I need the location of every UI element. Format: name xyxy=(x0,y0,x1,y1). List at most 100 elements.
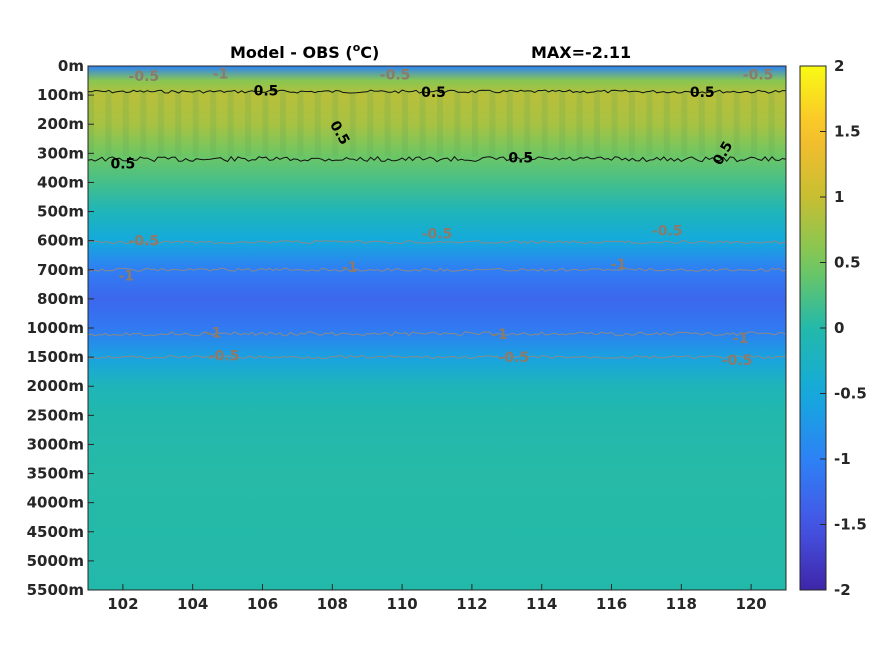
colorbar-tick-label: 2 xyxy=(834,57,844,75)
colorbar-tick-label: 1 xyxy=(834,188,844,206)
x-tick-label: 106 xyxy=(247,595,278,613)
texture-stripe xyxy=(314,92,321,157)
contour-line xyxy=(88,89,786,94)
x-tick-label: 108 xyxy=(317,595,348,613)
texture-stripe xyxy=(175,92,182,157)
max-annotation: MAX=-2.11 xyxy=(531,43,631,62)
texture-stripe xyxy=(279,92,286,157)
texture-stripe xyxy=(297,92,304,157)
texture-stripe xyxy=(698,92,705,157)
contour-line xyxy=(88,240,786,245)
texture-stripe xyxy=(122,92,129,157)
contour-label: -0.5 xyxy=(422,226,453,242)
x-tick-label: 110 xyxy=(386,595,417,613)
colorbar-tick-label: 0 xyxy=(834,319,844,337)
texture-stripe xyxy=(157,92,164,157)
contour-lines xyxy=(88,89,786,360)
contour-label: -1 xyxy=(342,260,358,276)
contour-label: 0.5 xyxy=(254,84,279,100)
contour-labels: 0.5 0.5 0.50.50.5 0.5 0.5-0.5 -1 -0.5 -0.5-0.5-… xyxy=(110,66,773,369)
texture-stripe xyxy=(646,92,653,157)
contour-label: -1 xyxy=(206,325,222,341)
x-tick-label: 104 xyxy=(177,595,208,613)
y-tick-label: 5000m xyxy=(27,552,84,570)
x-tick-label: 112 xyxy=(456,595,487,613)
y-tick-label: 700m xyxy=(37,261,84,279)
texture-stripe xyxy=(541,92,548,157)
texture-stripe xyxy=(733,92,740,157)
contour-label: -1 xyxy=(213,66,229,82)
texture-stripe xyxy=(506,92,513,157)
x-axis-ticks: 102 104 106 108 110 112 114 116 118 120 xyxy=(107,584,767,613)
texture-stripe xyxy=(559,92,566,157)
texture-stripe xyxy=(402,92,409,157)
texture-stripe xyxy=(192,92,199,157)
contour-label: -1 xyxy=(119,269,135,285)
texture-stripe xyxy=(594,92,601,157)
x-tick-label: 102 xyxy=(107,595,138,613)
chart-title: Model - OBS (oC) xyxy=(230,41,379,62)
plot-area: 0.5 0.5 0.50.50.5 0.5 0.5-0.5 -1 -0.5 -0.5-0.5-… xyxy=(88,66,786,590)
contour-label: -1 xyxy=(733,331,749,347)
y-tick-label: 500m xyxy=(37,203,84,221)
x-tick-label: 116 xyxy=(596,595,627,613)
y-tick-label: 800m xyxy=(37,290,84,308)
contour-label: -0.5 xyxy=(209,349,240,365)
texture-stripe xyxy=(471,92,478,157)
colorbar-tick-label: -0.5 xyxy=(834,385,867,403)
texture-stripe xyxy=(349,92,356,157)
texture-stripe xyxy=(663,92,670,157)
texture-stripe xyxy=(716,92,723,157)
y-tick-label: 1500m xyxy=(27,348,84,366)
texture-stripe xyxy=(140,92,147,157)
x-tick-label: 114 xyxy=(526,595,557,613)
texture-stripe xyxy=(332,92,339,157)
colorbar-tick-label: -1 xyxy=(834,450,851,468)
texture-stripe xyxy=(611,92,618,157)
y-tick-label: 2500m xyxy=(27,406,84,424)
y-tick-label: 3000m xyxy=(27,435,84,453)
contour-label: -0.5 xyxy=(722,353,753,369)
colorbar-tick-label: -1.5 xyxy=(834,516,867,534)
contour-label: 0.5 xyxy=(508,151,533,167)
contour-label: 0.5 xyxy=(690,85,715,101)
colorbar-tick-label: 1.5 xyxy=(834,123,861,141)
texture-stripe xyxy=(524,92,531,157)
y-tick-label: 2000m xyxy=(27,377,84,395)
y-tick-label: 4500m xyxy=(27,523,84,541)
y-axis-ticks: 0m 100m 200m 300m 400m 500m 600m 700m 800m 1000m 1… xyxy=(27,57,94,599)
y-tick-label: 0m xyxy=(58,57,84,75)
contour-line xyxy=(88,267,786,272)
y-tick-label: 3500m xyxy=(27,465,84,483)
texture-stripe xyxy=(628,92,635,157)
texture-stripe xyxy=(245,92,252,157)
y-tick-label: 300m xyxy=(37,144,84,162)
y-tick-label: 400m xyxy=(37,173,84,191)
contour-label: -0.5 xyxy=(129,69,160,85)
texture-stripe xyxy=(367,92,374,157)
y-tick-label: 200m xyxy=(37,115,84,133)
contour-label: -0.5 xyxy=(652,223,683,239)
vertical-texture-stripes xyxy=(88,92,775,157)
contour-line xyxy=(88,331,786,337)
colorbar-ticks: 2 1.5 1 0.5 0 -0.5 -1 -1.5 -2 xyxy=(820,57,867,599)
texture-stripe xyxy=(262,92,269,157)
contour-label: -1 xyxy=(492,327,508,343)
texture-stripe xyxy=(105,92,112,157)
y-tick-label: 5500m xyxy=(27,581,84,599)
contour-label: -0.5 xyxy=(129,234,160,250)
texture-stripe xyxy=(454,92,461,157)
texture-stripe xyxy=(437,92,443,157)
texture-stripe xyxy=(751,92,758,157)
colorbar-tick-label: 0.5 xyxy=(834,254,861,272)
texture-stripe xyxy=(384,92,391,157)
x-tick-label: 120 xyxy=(735,595,766,613)
contour-label: -0.5 xyxy=(380,68,411,84)
texture-stripe xyxy=(768,92,775,157)
y-tick-label: 100m xyxy=(37,86,84,104)
contour-label: -1 xyxy=(611,257,627,273)
texture-stripe xyxy=(210,92,217,157)
contour-label: 0.5 xyxy=(110,157,135,173)
contour-line xyxy=(88,355,786,360)
